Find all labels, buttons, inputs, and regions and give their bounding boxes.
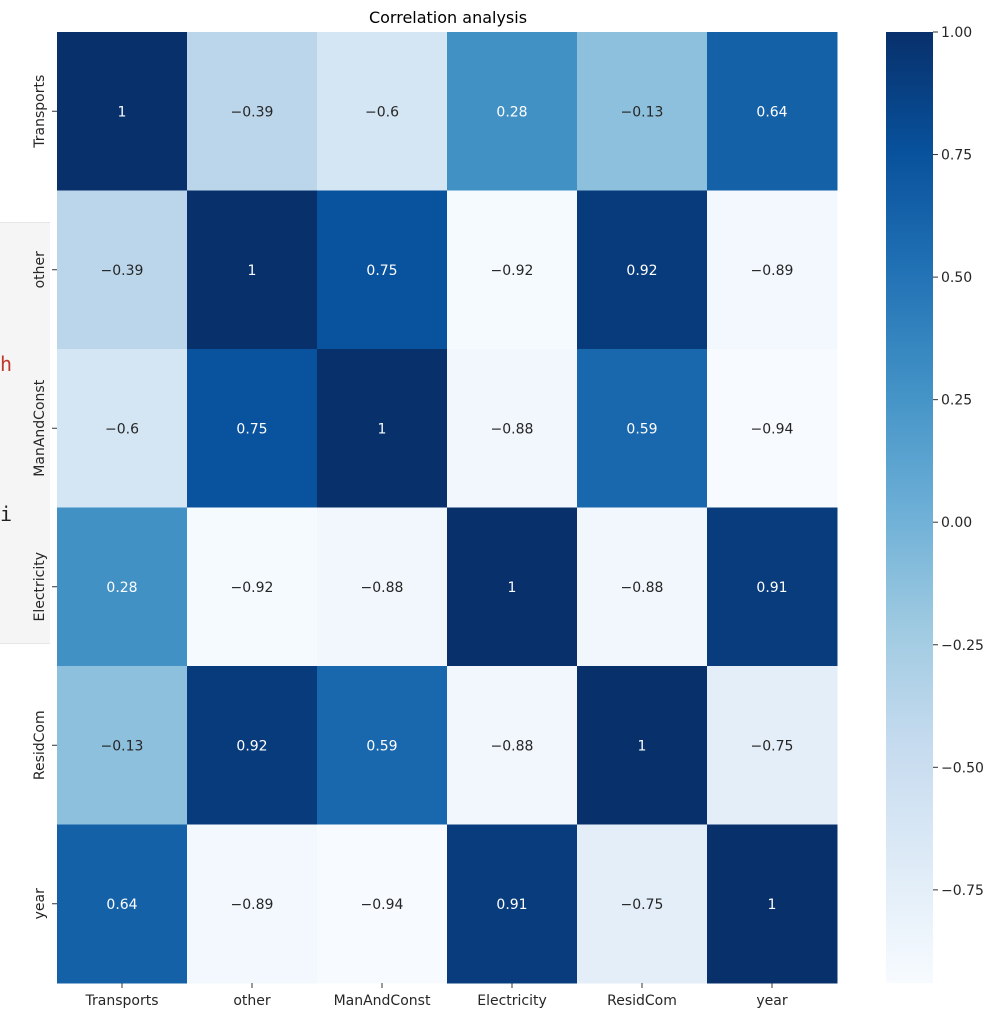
cell-value-label: 0.91 [496, 897, 527, 913]
heatmap-cell [577, 507, 708, 667]
y-tick-label: other [32, 251, 48, 289]
cell-value-label: 0.64 [106, 897, 137, 913]
heatmap-cell [447, 666, 578, 825]
background-code-char: h [0, 352, 13, 376]
y-tick-label: year [32, 888, 48, 919]
cell-value-label: −0.75 [621, 897, 664, 913]
cell-value-label: 0.64 [756, 104, 787, 120]
heatmap-cell [447, 824, 578, 984]
heatmap-cell [57, 349, 188, 508]
x-tick-label: Transports [85, 993, 159, 1009]
cell-value-label: 0.75 [236, 421, 267, 437]
cell-value-label: 1 [508, 580, 517, 596]
heatmap-cell [187, 349, 318, 508]
colorbar-tick-label: −0.50 [941, 760, 984, 776]
cell-value-label: −0.39 [231, 104, 274, 120]
heatmap-cell [447, 349, 578, 508]
cell-value-label: −0.13 [101, 738, 144, 754]
heatmap-cell [57, 32, 188, 191]
x-tick-label: ResidCom [607, 993, 677, 1009]
heatmap-cell [317, 349, 448, 508]
heatmap-cell [447, 190, 578, 350]
heatmap-cell [577, 349, 708, 508]
cell-value-label: −0.92 [491, 263, 534, 279]
heatmap-cell [57, 666, 188, 825]
background-code-panel [0, 222, 50, 644]
y-tick-label: Transports [32, 75, 48, 149]
cell-value-label: 0.91 [756, 580, 787, 596]
cell-value-label: 1 [768, 897, 777, 913]
heatmap-cell [317, 32, 448, 191]
cell-value-label: 0.28 [496, 104, 527, 120]
cell-value-label: 1 [638, 738, 647, 754]
heatmap-cell [317, 824, 448, 984]
colorbar-tick-label: 1.00 [941, 25, 972, 41]
x-tick-label: ManAndConst [334, 993, 431, 1009]
cell-value-label: −0.92 [231, 580, 274, 596]
colorbar-tick-label: −0.25 [941, 638, 984, 654]
heatmap-cell [187, 824, 318, 984]
cell-value-label: −0.39 [101, 263, 144, 279]
chart-title: Correlation analysis [369, 8, 527, 27]
cell-value-label: −0.6 [105, 421, 139, 437]
heatmap-cell [57, 190, 188, 350]
heatmap-cell [187, 190, 318, 350]
heatmap-cell [577, 190, 708, 350]
heatmap-cell [317, 190, 448, 350]
cell-value-label: −0.88 [361, 580, 404, 596]
cell-value-label: 0.92 [236, 738, 267, 754]
heatmap-cell [317, 507, 448, 667]
heatmap-cell [57, 507, 188, 667]
cell-value-label: 0.28 [106, 580, 137, 596]
heatmap-cell [707, 32, 838, 191]
cell-value-label: −0.89 [231, 897, 274, 913]
cell-value-label: 0.59 [366, 738, 397, 754]
cell-value-label: −0.94 [361, 897, 404, 913]
heatmap-cell [447, 507, 578, 667]
cell-value-label: −0.6 [365, 104, 399, 120]
heatmap-cell [187, 666, 318, 825]
heatmap-cell [317, 666, 448, 825]
cell-value-label: 1 [118, 104, 127, 120]
cell-value-label: 0.59 [626, 421, 657, 437]
heatmap-cell [577, 824, 708, 984]
cell-value-label: −0.88 [621, 580, 664, 596]
y-tick-label: Electricity [32, 552, 48, 622]
y-tick-label: ResidCom [32, 710, 48, 780]
cell-value-label: −0.13 [621, 104, 664, 120]
colorbar-tick-label: 0.75 [941, 148, 972, 164]
x-tick-label: other [233, 993, 271, 1009]
cell-value-label: −0.88 [491, 421, 534, 437]
cell-value-label: −0.89 [751, 263, 794, 279]
cell-value-label: 0.92 [626, 263, 657, 279]
cell-value-label: 0.75 [366, 263, 397, 279]
background-code-char: i [0, 502, 13, 526]
cell-value-label: −0.75 [751, 738, 794, 754]
heatmap-cell [187, 507, 318, 667]
cell-value-label: 1 [248, 263, 257, 279]
heatmap-cell [57, 824, 188, 984]
colorbar-tick-label: 0.00 [941, 515, 972, 531]
cell-value-label: −0.94 [751, 421, 794, 437]
heatmap-cell [707, 507, 838, 667]
heatmap-cell [577, 666, 708, 825]
heatmap-cell [707, 666, 838, 825]
cell-value-label: −0.88 [491, 738, 534, 754]
y-tick-label: ManAndConst [32, 379, 48, 476]
colorbar-tick-label: 0.25 [941, 393, 972, 409]
colorbar-tick-label: 0.50 [941, 270, 972, 286]
heatmap-cell [577, 32, 708, 191]
x-tick-label: Electricity [477, 993, 547, 1009]
heatmap-cell [187, 32, 318, 191]
heatmap-cell [707, 349, 838, 508]
colorbar-tick-label: −0.75 [941, 883, 984, 899]
colorbar [886, 32, 933, 983]
heatmap-cell [447, 32, 578, 191]
x-tick-label: year [756, 993, 787, 1009]
cell-value-label: 1 [378, 421, 387, 437]
heatmap-cell [707, 824, 838, 984]
heatmap-cell [707, 190, 838, 350]
